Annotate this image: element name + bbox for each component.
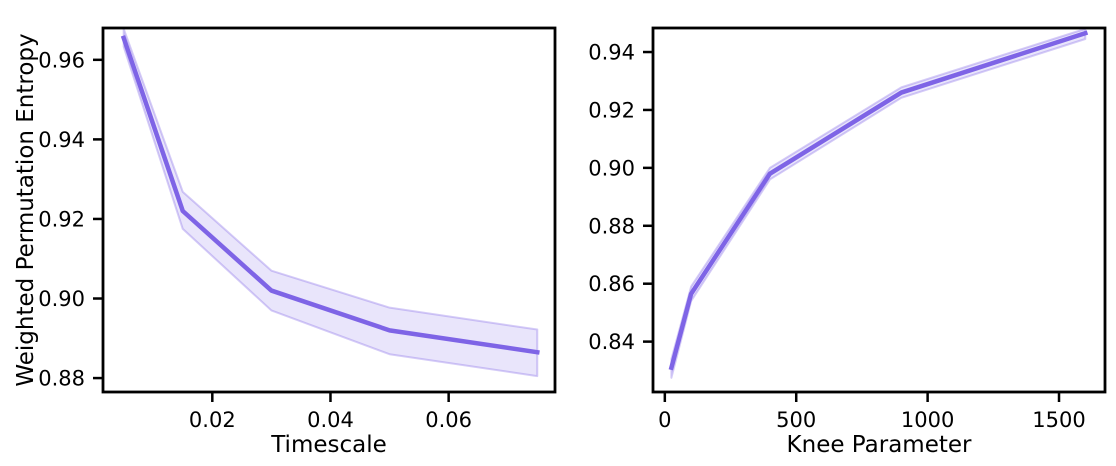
y-tick-label: 0.86 [588,272,635,296]
x-tick-label: 500 [776,408,816,432]
confidence-band [670,27,1087,379]
y-axis-label-entropy: Weighted Permutation Entropy [13,33,39,386]
x-tick-label: 0.04 [307,408,354,432]
y-tick-label: 0.94 [588,41,635,65]
x-tick-label: 0.02 [189,408,236,432]
data-line [120,35,540,355]
y-tick-label: 0.92 [38,207,85,231]
timescale-panel: 0.02 0.04 0.06 0.88 0.90 0.92 0.94 0.96 [38,26,557,432]
y-tick-label: 0.90 [38,287,85,311]
confidence-band [122,27,539,378]
x-tick-label: 1000 [901,408,954,432]
y-tick-label: 0.90 [588,156,635,180]
y-tick-label: 0.88 [38,367,85,391]
x-axis-label-timescale: Timescale [270,432,387,458]
axes-spines [101,26,557,394]
y-tick-label: 0.92 [588,98,635,122]
x-tick-label: 0 [658,408,671,432]
y-tick-label: 0.88 [588,214,635,238]
y-tick-label: 0.84 [588,330,635,354]
y-tick-label: 0.94 [38,128,85,152]
x-tick-label: 0.06 [425,408,472,432]
x-tick-label: 1500 [1032,408,1085,432]
knee-parameter-panel: 0 500 1000 1500 0.84 0.86 0.88 0.90 0.92 0.94 [588,26,1107,432]
data-line [668,30,1089,371]
axes-spines [651,26,1107,394]
x-axis-label-knee-parameter: Knee Parameter [787,432,972,458]
y-tick-label: 0.96 [38,48,85,72]
